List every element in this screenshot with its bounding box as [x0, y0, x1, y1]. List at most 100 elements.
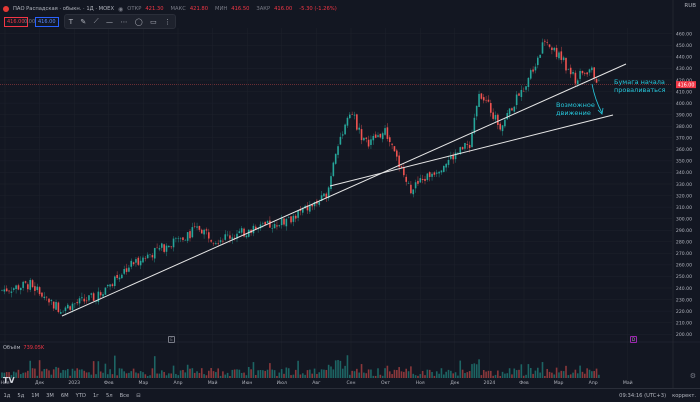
volume-bar [410, 366, 412, 378]
horizontal-line-icon[interactable]: — [106, 17, 114, 26]
timeframe-5y[interactable]: 5л [106, 392, 113, 399]
timeframe-1d[interactable]: 1д [3, 392, 11, 399]
timeframe-5d[interactable]: 5д [17, 392, 25, 399]
timeframe-3m[interactable]: 3М [46, 392, 54, 399]
candle-body [15, 285, 17, 290]
candle-body [135, 259, 137, 263]
eye-icon[interactable]: ◉ [118, 5, 124, 13]
ohlc-close-key: ЗАКР [256, 6, 271, 12]
candle-body [593, 67, 595, 79]
timeframe-1y[interactable]: 1г [92, 392, 99, 399]
volume-bar [3, 372, 6, 378]
annotation-2-line2[interactable]: движение [556, 109, 591, 117]
candle-body [356, 114, 358, 130]
candle-body [379, 133, 382, 138]
rectangle-tool-icon[interactable]: ▭ [150, 17, 157, 26]
volume-bar [135, 372, 137, 378]
volume-bar [226, 372, 229, 378]
current-price-tag [676, 81, 696, 89]
time-tick-label: Июл [277, 380, 287, 386]
candle-body [367, 139, 370, 147]
candle-body [508, 108, 511, 115]
dots-tool-icon[interactable]: ⋯ [120, 17, 128, 26]
current-price-label: 416.00 [678, 82, 695, 88]
sell-price-button[interactable]: 416.00 [4, 17, 28, 27]
ohlc-open-value: 421.30 [145, 6, 164, 12]
trendline-forecast[interactable] [329, 114, 614, 187]
volume-bar [464, 373, 466, 378]
volume-bar [360, 364, 363, 378]
candle-body [210, 240, 212, 242]
timeframe-6m[interactable]: 6М [60, 392, 69, 399]
brush-tool-icon[interactable]: ✎ [80, 17, 87, 26]
ohlc-high-key: МАКС [170, 6, 186, 12]
annotation-1-line2[interactable]: проваливаться [614, 86, 666, 94]
spread-value: 0.00 [24, 19, 36, 25]
candle-body [450, 156, 452, 159]
date-range-icon[interactable]: ⊟ [136, 392, 141, 399]
arrow-curve[interactable] [591, 83, 603, 114]
dividend-marker[interactable]: D [630, 336, 637, 343]
volume-bar [555, 367, 558, 378]
timeframe-1m[interactable]: 1М [31, 392, 40, 399]
volume-bar [576, 373, 579, 378]
volume-bar [149, 375, 151, 378]
candle-body [76, 302, 78, 304]
symbol-title[interactable]: ПАО Распадская · обыкн. · 1Д · MOEX [13, 6, 115, 12]
timeframe-ytd[interactable]: YTD [75, 392, 86, 399]
more-icon[interactable]: ⋮ [164, 17, 172, 26]
candle-body [168, 245, 170, 248]
volume-bar [494, 374, 497, 378]
trendline-support[interactable] [61, 63, 627, 317]
candle-body [370, 139, 372, 145]
candle-body [52, 301, 55, 309]
volume-bar [396, 370, 398, 378]
candle-body [386, 127, 389, 139]
ellipse-tool-icon[interactable]: ◯ [134, 17, 143, 26]
volume-bar [363, 372, 365, 378]
candle-body [421, 178, 424, 180]
candle-body [520, 89, 523, 98]
symbol-legend[interactable]: ПАО Распадская · обыкн. · 1Д · MOEX ◉ ОТ… [3, 3, 340, 15]
annotation-2-line1[interactable]: Возможное [556, 101, 595, 109]
volume-bar [339, 360, 342, 378]
volume-bar [191, 368, 194, 378]
volume-bar [233, 369, 236, 378]
volume-bar [548, 371, 551, 378]
currency-label[interactable]: RUB [684, 3, 696, 9]
annotation-1-line1[interactable]: Бумага начала [614, 78, 665, 86]
volume-bar [400, 371, 403, 378]
tradingview-logo[interactable]: TV [3, 376, 15, 385]
time-tick-label: Фев [519, 380, 529, 386]
candle-body [153, 247, 156, 259]
time-axis[interactable]: Ноя Дек 2023 Фев Мар Апр Май Июн Июл Авг Сен Окт Ноя… [0, 379, 632, 386]
candle-body [269, 220, 271, 228]
time-tick-label: Мар [139, 380, 149, 386]
timeframe-all[interactable]: Все [119, 392, 130, 399]
drawings[interactable]: Бумага начала проваливаться Возможное дв… [61, 63, 666, 317]
candle-body [184, 240, 187, 241]
price-tick-label: 270.00 [676, 251, 692, 257]
buy-price-button[interactable]: 416.00 [35, 17, 59, 27]
earnings-marker[interactable]: E [168, 336, 175, 343]
text-tool-icon[interactable]: T [68, 17, 73, 26]
adjust-toggle[interactable]: коррект. [672, 392, 696, 399]
price-tick-label: 400.00 [676, 101, 692, 107]
candle-body [306, 205, 309, 211]
volume-legend[interactable]: Объём 739.05K [3, 345, 44, 351]
volume-bar [69, 375, 71, 378]
volume-bar [579, 365, 581, 378]
price-axis[interactable]: 460.00 450.00 440.00 430.00 420.00 410.00 400.… [676, 32, 696, 338]
gear-icon[interactable]: ⚙ [689, 372, 696, 380]
candle-body [353, 114, 356, 116]
candle-body [426, 173, 429, 180]
price-tick-label: 230.00 [676, 297, 692, 303]
volume-bar [487, 370, 490, 378]
clock[interactable]: 09:34:16 (UTC+3) [619, 392, 667, 399]
trendline-tool-icon[interactable]: ⟋ [93, 17, 99, 25]
price-tick-label: 220.00 [676, 309, 692, 315]
candle-body [278, 225, 281, 227]
candle-body [581, 70, 584, 74]
